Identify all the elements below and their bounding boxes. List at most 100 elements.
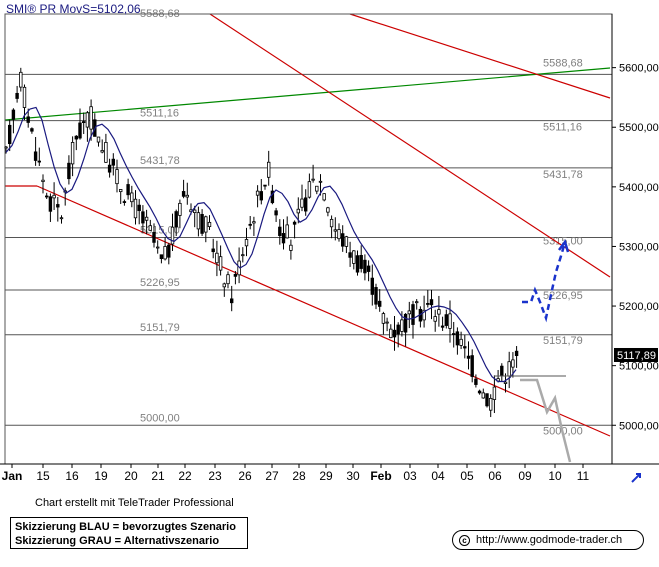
candle-body	[366, 265, 371, 272]
candle-body	[70, 142, 75, 165]
candle-body	[485, 393, 489, 407]
candle-body	[392, 329, 397, 338]
y-tick-label: 5600,00	[619, 63, 659, 75]
level-label-left: 5151,79	[140, 322, 180, 334]
candle-body	[45, 195, 49, 198]
candle-body	[218, 256, 223, 271]
x-tick-label: 29	[319, 469, 333, 483]
trend-line-red-lower	[36, 185, 611, 437]
candle-body	[511, 359, 515, 368]
trend-lines	[4, 13, 611, 437]
x-tick-label: 28	[292, 469, 306, 483]
candle-body	[152, 231, 156, 243]
candle-body	[181, 191, 186, 197]
level-label-left: 5511,16	[140, 108, 179, 120]
x-tick-label: 27	[265, 469, 279, 483]
candle-body	[311, 178, 315, 181]
candle-body	[455, 331, 460, 346]
candle-body	[33, 151, 38, 161]
candle-body	[274, 210, 278, 216]
candle-body	[167, 244, 171, 258]
x-tick-label: 10	[548, 469, 562, 483]
candle-body	[115, 169, 119, 185]
x-tick-label: 23	[208, 469, 222, 483]
x-tick-label: 16	[65, 469, 79, 483]
candle-body	[215, 252, 219, 264]
candle-body	[141, 211, 145, 224]
candle-body	[500, 365, 504, 376]
candle-body	[270, 190, 275, 204]
candle-body	[300, 198, 304, 208]
candle-body	[259, 191, 263, 201]
candle-body	[252, 221, 256, 224]
candle-body	[82, 121, 86, 123]
candle-body	[352, 250, 356, 264]
source-url-box[interactable]: c http://www.godmode-trader.ch	[452, 530, 644, 550]
trend-line-red-upper	[349, 13, 611, 99]
candle-body	[426, 303, 430, 305]
candle-body	[48, 196, 53, 212]
candle-body	[144, 216, 149, 221]
candle-body	[41, 179, 45, 182]
candle-body	[278, 226, 282, 236]
x-tick-label: 03	[403, 469, 417, 483]
candle-body	[414, 301, 419, 304]
candle-body	[244, 239, 249, 247]
candle-body	[488, 397, 493, 411]
x-tick-label: Jan	[2, 469, 23, 483]
x-tick-label: 06	[488, 469, 502, 483]
candle-body	[241, 254, 245, 257]
legend-gray-scenario: Skizzierung GRAU = Alternativszenario	[15, 535, 220, 547]
level-label-right: 5511,16	[543, 122, 582, 134]
candle-body	[19, 71, 23, 88]
candle-body	[226, 274, 230, 285]
candle-body	[289, 244, 293, 251]
level-label-right: 5588,68	[543, 57, 583, 69]
candle-body	[159, 254, 164, 259]
current-price-box	[614, 347, 658, 362]
candle-body	[370, 277, 374, 295]
candle-body	[37, 160, 41, 163]
candle-body	[333, 229, 337, 232]
x-tick-label: 05	[460, 469, 474, 483]
candle-body	[174, 211, 178, 228]
candle-body	[263, 184, 267, 187]
candle-body	[318, 180, 323, 183]
candle-body	[192, 209, 197, 214]
candle-body	[100, 150, 104, 153]
chart-credit: Chart erstellt mit TeleTrader Profession…	[35, 497, 234, 509]
candle-body	[385, 321, 389, 324]
candle-body	[233, 273, 238, 277]
moving-average-line	[5, 106, 517, 383]
candle-body	[507, 361, 511, 377]
candle-body	[337, 229, 341, 240]
scenario-legend: Skizzierung BLAU = bevorzugtes Szenario …	[10, 517, 248, 549]
legend-blue-scenario: Skizzierung BLAU = bevorzugtes Szenario	[15, 521, 236, 533]
candle-body	[448, 313, 452, 329]
x-tick-label: 30	[346, 469, 360, 483]
candle-body	[178, 202, 182, 216]
candle-body	[359, 254, 363, 269]
candle-body	[67, 162, 71, 180]
gray-scenario-path	[520, 378, 572, 463]
candle-body	[315, 185, 319, 192]
level-lines: 5588,68 5511,16 5511,16 5431,78 5431,78 5315,…	[5, 8, 612, 437]
candle-body	[348, 252, 352, 258]
candle-body	[59, 217, 64, 220]
blue-scenario-path	[522, 241, 567, 323]
candle-body	[211, 248, 215, 253]
candle-body	[389, 328, 393, 339]
candle-body	[322, 193, 326, 201]
candle-body	[204, 216, 208, 233]
source-url[interactable]: http://www.godmode-trader.ch	[476, 534, 623, 546]
candle-body	[111, 158, 115, 166]
x-tick-label: 09	[518, 469, 532, 483]
y-tick-label: 5100,00	[619, 361, 659, 373]
level-label-left: 5431,78	[140, 155, 180, 167]
candle-body	[340, 233, 345, 247]
level-label-right: 5315,00	[543, 236, 583, 248]
candle-body	[400, 319, 404, 332]
candle-body	[148, 225, 152, 231]
candle-body	[355, 255, 360, 273]
